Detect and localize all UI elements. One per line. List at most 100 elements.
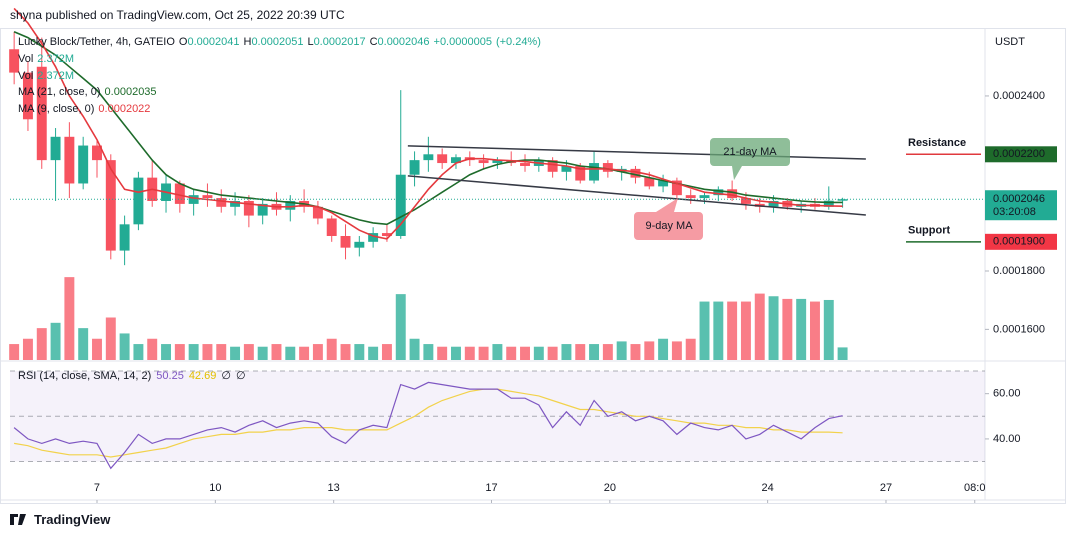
volume-bar — [520, 346, 530, 360]
volume-bar — [658, 338, 669, 360]
volume-bar — [50, 322, 61, 360]
legend-row: Vol 2.372M — [18, 68, 545, 85]
rsi-tick-label: 40.00 — [993, 433, 1021, 445]
candle-body — [671, 180, 682, 196]
volume-bar — [630, 344, 641, 360]
candle-body — [451, 157, 461, 164]
x-tick-label: 27 — [880, 482, 892, 494]
volume-bar — [22, 338, 33, 360]
volume-name: Vol — [18, 69, 34, 82]
volume-bar — [92, 338, 102, 360]
channel-line — [407, 175, 866, 216]
volume-bar — [326, 338, 337, 360]
candle-body — [409, 160, 420, 175]
ohlc-value: 0.0002046 — [377, 36, 430, 48]
brand: TradingView — [34, 512, 111, 527]
volume-bar — [312, 344, 323, 360]
volume-bar — [133, 344, 144, 360]
rsi-line — [13, 381, 843, 470]
volume-bar — [202, 344, 213, 360]
x-tick-label: 20 — [604, 482, 616, 494]
x-tick-label: 08:0 — [964, 482, 985, 494]
candle-body — [658, 180, 669, 187]
candle-body — [699, 195, 710, 199]
change-percent: (+0.24%) — [495, 36, 541, 48]
logo — [10, 514, 26, 525]
candle-body — [395, 174, 406, 236]
volume-bar — [188, 344, 199, 360]
x-tick-label: 17 — [485, 482, 497, 494]
volume-bar — [161, 344, 171, 360]
volume-bar — [299, 346, 310, 360]
level-box — [985, 146, 1057, 163]
candle-body — [520, 163, 530, 166]
candle-body — [492, 160, 503, 164]
y-tick-label: 0.0001600 — [993, 323, 1045, 335]
volume-bar — [713, 301, 724, 360]
ohlc-value: 0.0002041 — [187, 36, 240, 48]
x-tick-label: 10 — [209, 482, 221, 494]
volume-bar — [9, 344, 20, 360]
volume-bar — [547, 346, 558, 360]
candle-body — [78, 145, 89, 184]
x-tick-label: 13 — [328, 482, 340, 494]
volume-bar — [437, 346, 448, 360]
candle-body — [340, 235, 351, 248]
volume-bar — [506, 346, 517, 360]
y-tick-label: 0.0002400 — [993, 90, 1045, 102]
candle-body — [36, 66, 47, 161]
rsi-sma-line — [14, 388, 843, 458]
candle-body — [105, 160, 116, 251]
rsi-na: ∅ — [235, 370, 246, 382]
volume-bar — [782, 298, 793, 360]
volume-bar — [533, 346, 544, 360]
volume-bar — [271, 344, 282, 360]
volume-bar — [451, 346, 461, 360]
level-name: Resistance — [908, 137, 966, 149]
candle-body — [354, 241, 365, 248]
volume-bar — [105, 317, 116, 360]
volume-bar — [561, 344, 572, 360]
currency: USDT — [995, 36, 1025, 48]
candle-body — [133, 177, 144, 225]
candle-body — [740, 198, 751, 204]
volume-bar — [754, 293, 765, 360]
volume-bar — [174, 344, 185, 360]
volume-bar — [740, 301, 751, 360]
callout-text: 9-day MA — [645, 220, 693, 232]
ohlc-key: O — [178, 36, 188, 48]
candle-body — [547, 160, 558, 172]
legend: Lucky Block/Tether, 4h, GATEIO O0.0002041… — [18, 34, 545, 118]
candle-body — [9, 49, 20, 73]
volume-value: 2.372M — [37, 52, 74, 65]
volume-bar — [78, 328, 89, 360]
legend-row: MA (21, close, 0) 0.0002035 — [18, 84, 545, 101]
legend-row: Vol 2.372M — [18, 51, 545, 68]
candle-body — [119, 224, 130, 251]
volume-bar — [796, 298, 807, 360]
ma-value: 0.0002022 — [98, 103, 151, 116]
candle-body — [381, 233, 392, 236]
candle-body — [630, 168, 641, 178]
candle-body — [478, 160, 489, 164]
ohlc-key: H — [243, 36, 252, 48]
ma-name: MA (21, close, 0) — [18, 86, 101, 99]
candle-body — [713, 189, 724, 196]
candle-body — [768, 200, 779, 207]
volume-bar — [768, 296, 779, 360]
candle-body — [823, 200, 834, 207]
volume-bar — [685, 338, 696, 360]
volume-bar — [340, 344, 351, 360]
rsi-na: ∅ — [221, 370, 231, 382]
volume-bar — [823, 299, 834, 360]
ma-value: 0.0002035 — [104, 86, 157, 99]
candle-body — [312, 206, 323, 219]
ohlc-key: C — [369, 36, 378, 48]
candle-body — [230, 200, 241, 207]
volume-bar — [257, 346, 268, 360]
volume-value: 2.372M — [37, 69, 74, 82]
rsi-value: 50.25 — [156, 370, 184, 382]
rsi-tick-label: 60.00 — [993, 388, 1021, 400]
level-box — [985, 233, 1057, 250]
